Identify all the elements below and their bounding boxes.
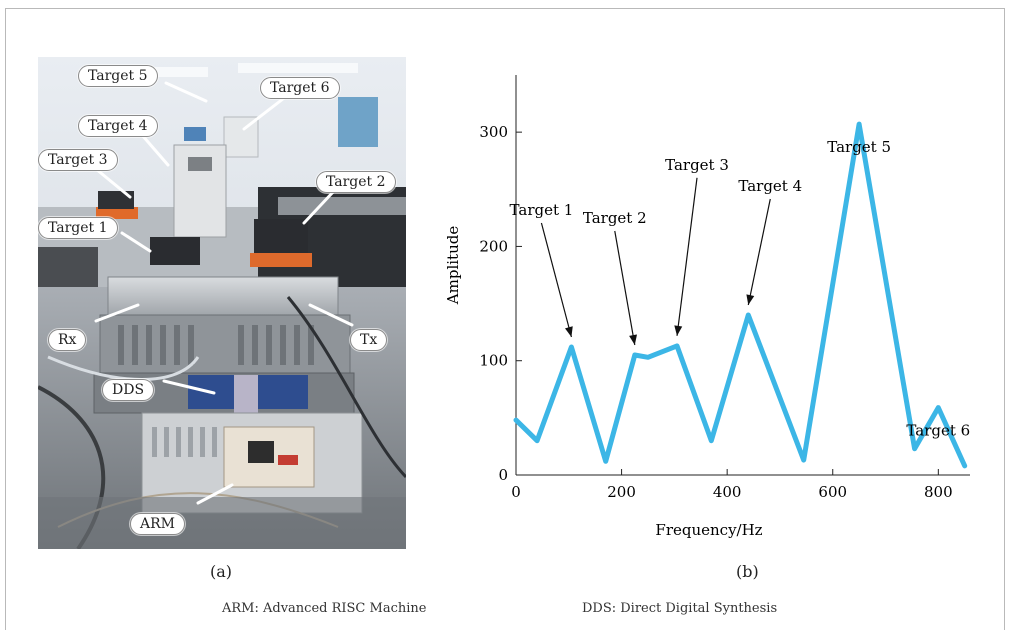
annotation-arrowhead	[629, 334, 637, 345]
callout-dds: DDS	[102, 379, 155, 401]
y-tick-label: 200	[479, 237, 508, 255]
y-tick-label: 300	[479, 123, 508, 141]
y-tick-label: 0	[498, 466, 508, 484]
annotation-arrowhead	[674, 325, 683, 336]
callout-rx: Rx	[48, 329, 87, 351]
x-tick-label: 200	[607, 483, 636, 501]
annotation-arrow	[614, 230, 636, 346]
callout-target-3: Target 3	[38, 149, 118, 171]
photo-panel: Target 5 Target 6 Target 4 Target 3 Targ…	[38, 57, 406, 549]
caption-a: (a)	[210, 562, 233, 581]
callout-arm: ARM	[130, 513, 185, 535]
callout-target-6: Target 6	[260, 77, 340, 99]
y-tick-label: 100	[479, 352, 508, 370]
y-axis-label: Amplitude	[444, 226, 462, 306]
footnote-arm: ARM: Advanced RISC Machine	[222, 601, 427, 616]
annotation-label: Target 4	[738, 177, 802, 195]
annotation-arrow	[676, 177, 698, 336]
annotation-label: Target 6	[906, 422, 970, 440]
annotation-label: Target 5	[827, 138, 891, 156]
callout-target-5: Target 5	[78, 65, 158, 87]
footnote-dds: DDS: Direct Digital Synthesis	[582, 601, 778, 616]
callout-tx: Tx	[350, 329, 388, 351]
amplitude-frequency-chart: 0 200 400 600 800 0 100 200 300 Amplitude Freque…	[444, 75, 970, 539]
figure-frame	[5, 8, 1005, 630]
annotation-arrowhead	[746, 294, 755, 305]
callout-target-2: Target 2	[316, 171, 396, 193]
callout-target-1: Target 1	[38, 217, 118, 239]
annotation-label: Target 1	[510, 201, 574, 219]
x-tick-label: 400	[713, 483, 742, 501]
x-tick-label: 600	[818, 483, 847, 501]
annotation-label: Target 3	[665, 156, 729, 174]
amplitude-series-line	[513, 121, 968, 469]
annotation-label: Target 2	[583, 209, 647, 227]
caption-b: (b)	[736, 562, 759, 581]
annotation-arrow	[540, 222, 573, 338]
x-axis-label: Frequency/Hz	[655, 521, 762, 539]
annotation-arrowhead	[565, 326, 573, 337]
callout-target-4: Target 4	[78, 115, 158, 137]
x-tick-label: 0	[511, 483, 521, 501]
x-tick-label: 800	[924, 483, 953, 501]
annotation-arrow	[747, 198, 771, 306]
